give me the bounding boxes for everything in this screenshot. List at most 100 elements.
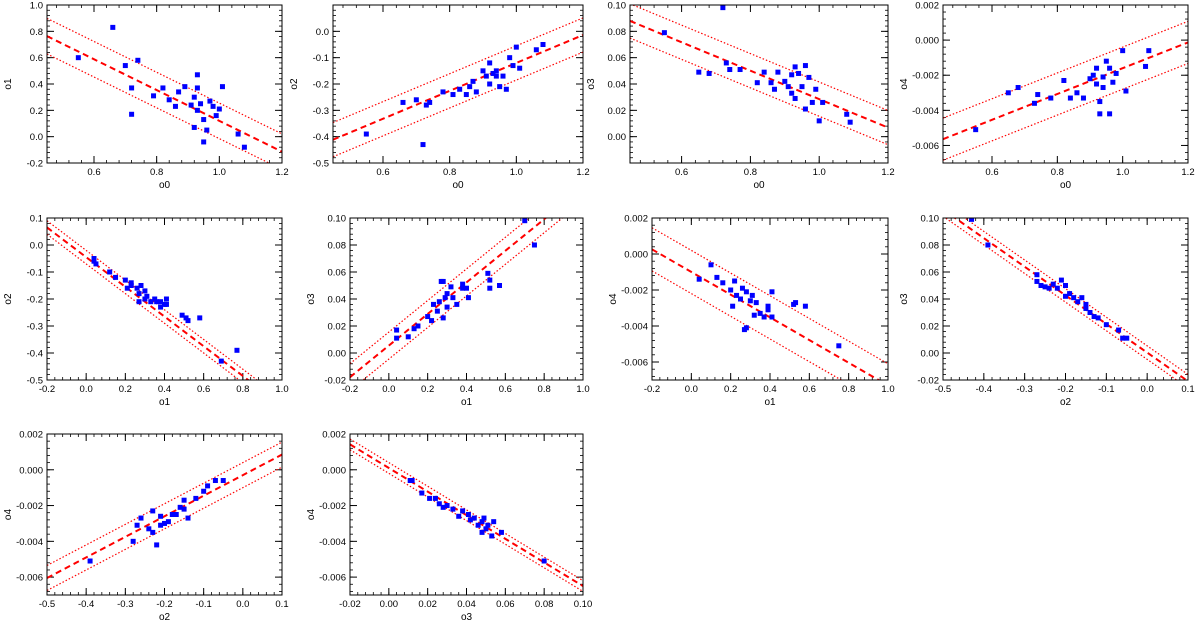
data-point [235, 131, 241, 137]
y-tick-label: 0.04 [328, 295, 347, 306]
x-tick-label: 0.8 [1051, 167, 1064, 178]
data-point [432, 495, 438, 501]
data-point [181, 497, 187, 503]
y-tick-label: -0.002 [319, 501, 346, 512]
data-point [191, 124, 197, 130]
data-point [471, 515, 477, 521]
data-point [134, 285, 140, 291]
data-point [1075, 299, 1081, 305]
data-point [769, 314, 775, 320]
data-point [220, 478, 226, 484]
data-point [802, 303, 808, 309]
data-point [129, 85, 135, 91]
data-point [129, 111, 135, 117]
y-tick-label: 0.04 [921, 295, 940, 306]
data-point [1083, 301, 1089, 307]
data-point [93, 261, 99, 267]
y-tick-label: 0.000 [624, 250, 648, 261]
y-tick-label: -0.2 [27, 295, 43, 306]
scatter-panel: 0.6 0.8 1.0 1.2 -0.2 0.0 0.2 0.4 0.6 0.8 1.0 o0 o1 [3, 1, 289, 192]
x-tick-label: 0.0 [80, 384, 93, 395]
x-tick-label: 0.6 [376, 167, 389, 178]
data-point [1146, 48, 1152, 54]
data-point [473, 89, 479, 95]
data-point [1005, 90, 1011, 96]
data-point [771, 86, 777, 92]
data-point [727, 67, 733, 73]
x-tick-label: 0.2 [119, 384, 132, 395]
lower-band-line [333, 51, 583, 158]
x-tick-label: 1.2 [275, 167, 288, 178]
data-point [749, 292, 755, 298]
data-point [130, 538, 136, 544]
data-point [191, 94, 197, 100]
y-tick-label: 0.06 [608, 53, 627, 64]
data-point [490, 70, 496, 76]
data-point [1123, 88, 1129, 94]
data-point [1054, 285, 1060, 291]
data-point [440, 278, 446, 284]
data-point [513, 44, 519, 50]
data-point [1034, 272, 1040, 278]
x-axis-title: o0 [1060, 180, 1072, 191]
data-point [734, 292, 740, 298]
data-point [464, 285, 469, 291]
data-point [696, 69, 702, 75]
y-axis-title: o1 [3, 78, 14, 90]
scatter-panel: -0.2 0.0 0.2 0.4 0.6 0.8 1.0 -0.5 -0.4 -0.3 -0.2 -0… [3, 214, 289, 409]
y-axis-title: o4 [3, 509, 14, 521]
data-point [436, 299, 442, 305]
data-point [754, 80, 760, 86]
y-tick-label: -0.002 [621, 286, 648, 297]
data-point [1107, 65, 1113, 71]
y-tick-label: -0.4 [27, 349, 43, 360]
data-point [1107, 111, 1113, 117]
y-tick-label: -0.5 [313, 159, 329, 170]
data-point [1113, 70, 1119, 76]
data-point [448, 284, 454, 290]
data-point [793, 300, 799, 306]
data-point [185, 318, 191, 324]
x-axis-title: o2 [1060, 397, 1072, 408]
upper-band-line [47, 220, 259, 380]
data-point [163, 301, 169, 307]
lower-band-line [350, 449, 583, 592]
data-point [158, 513, 164, 519]
y-tick-label: 0.04 [608, 80, 627, 91]
x-tick-label: 0.8 [236, 384, 249, 395]
y-tick-label: -0.1 [27, 268, 43, 279]
y-tick-label: 0.002 [322, 430, 346, 441]
data-point [510, 63, 516, 69]
data-point [160, 85, 166, 91]
x-tick-label: 1.2 [576, 167, 589, 178]
data-point [363, 131, 369, 137]
y-axis-title: o2 [289, 78, 300, 90]
y-tick-label: 0.06 [921, 268, 940, 279]
data-point [87, 558, 93, 564]
data-point [792, 95, 798, 101]
data-point [498, 529, 504, 535]
x-tick-label: 0.4 [460, 384, 473, 395]
data-point [75, 55, 81, 61]
data-point [789, 72, 795, 78]
data-point [166, 97, 172, 103]
data-point [1061, 77, 1067, 83]
x-tick-label: -0.2 [1057, 384, 1073, 395]
scatter-panel: -0.02 0.00 0.02 0.04 0.06 0.08 0.10 -0.006 -0.00… [306, 430, 592, 623]
y-tick-label: 0.00 [921, 349, 940, 360]
data-point [110, 24, 116, 30]
y-axis-title: o2 [3, 293, 14, 305]
data-point [420, 142, 426, 148]
y-tick-label: 0.08 [328, 241, 347, 252]
x-tick-label: 0.8 [842, 384, 855, 395]
x-tick-label: -0.2 [156, 599, 172, 610]
data-point [487, 60, 493, 66]
data-point [497, 84, 503, 90]
data-point [241, 144, 247, 150]
data-point [440, 504, 446, 510]
y-tick-label: 0.10 [328, 214, 347, 225]
data-point [444, 304, 450, 310]
x-tick-label: 0.0 [236, 599, 249, 610]
fit-line [47, 453, 282, 579]
data-point [1079, 295, 1085, 301]
